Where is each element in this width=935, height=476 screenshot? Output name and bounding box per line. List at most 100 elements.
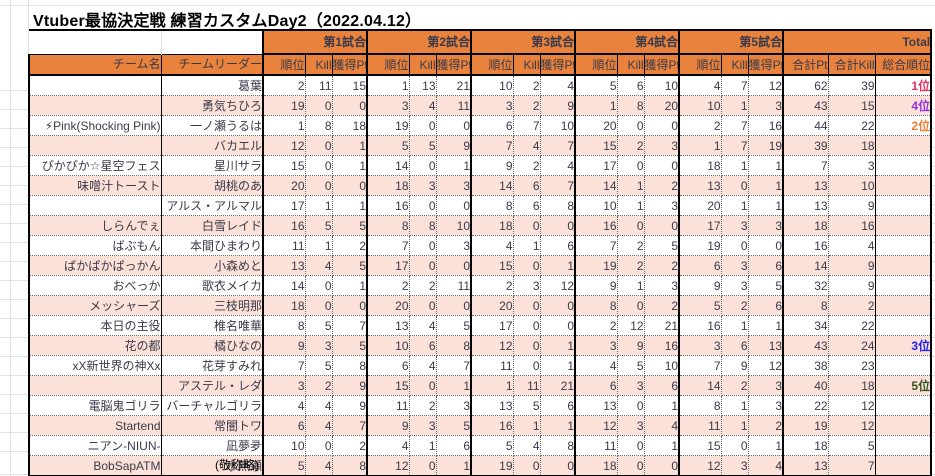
points-cell-m5[interactable]: 12	[748, 75, 785, 96]
kill-cell-m1[interactable]: 0	[305, 135, 333, 156]
rank-cell-m5[interactable]: 8	[679, 395, 722, 416]
points-cell-m5[interactable]: 6	[748, 255, 785, 276]
points-cell-m3[interactable]: 6	[540, 395, 577, 416]
kill-cell-m4[interactable]: 0	[617, 295, 645, 316]
total-points-cell[interactable]: 18	[783, 435, 829, 456]
kill-cell-m4[interactable]: 0	[617, 215, 645, 236]
points-cell-m1[interactable]: 1	[332, 195, 369, 216]
rank-cell-m4[interactable]: 17	[575, 155, 618, 176]
points-cell-m3[interactable]: 1	[540, 335, 577, 356]
kill-cell-m3[interactable]: 0	[513, 255, 541, 276]
points-cell-m3[interactable]: 9	[540, 95, 577, 116]
rank-cell-m1[interactable]: 12	[263, 135, 306, 156]
points-cell-m3[interactable]: 7	[540, 175, 577, 196]
rank-cell-m3[interactable]: 9	[471, 155, 514, 176]
points-cell-m1[interactable]: 5	[332, 255, 369, 276]
kill-cell-m3[interactable]: 1	[513, 235, 541, 256]
kill-cell-m2[interactable]: 5	[409, 135, 437, 156]
total-points-cell[interactable]: 38	[783, 355, 829, 376]
rank-cell-m1[interactable]: 19	[263, 95, 306, 116]
overall-rank-cell[interactable]: 5位	[875, 375, 933, 396]
points-cell-m2[interactable]: 9	[436, 135, 473, 156]
rank-header-m5[interactable]: 順位	[679, 54, 722, 76]
points-cell-m1[interactable]: 0	[332, 175, 369, 196]
kill-cell-m4[interactable]: 9	[617, 335, 645, 356]
points-header-m2[interactable]: 獲得Pt	[436, 54, 473, 76]
total-points-cell[interactable]: 18	[783, 215, 829, 236]
kill-cell-m1[interactable]: 5	[305, 315, 333, 336]
points-cell-m3[interactable]: 1	[540, 255, 577, 276]
kill-cell-m1[interactable]: 0	[305, 275, 333, 296]
kill-cell-m5[interactable]: 6	[721, 335, 749, 356]
rank-cell-m1[interactable]: 10	[263, 435, 306, 456]
kill-cell-m2[interactable]: 2	[409, 395, 437, 416]
kill-cell-m2[interactable]: 0	[409, 295, 437, 316]
total-kills-cell[interactable]: 23	[828, 355, 876, 376]
rank-cell-m2[interactable]: 18	[367, 175, 410, 196]
kill-cell-m3[interactable]: 6	[513, 195, 541, 216]
points-cell-m5[interactable]: 19	[748, 135, 785, 156]
points-cell-m2[interactable]: 7	[436, 355, 473, 376]
points-header-m5[interactable]: 獲得Pt	[748, 54, 785, 76]
kill-cell-m4[interactable]: 1	[617, 175, 645, 196]
total-points-cell[interactable]: 13	[783, 195, 829, 216]
kill-cell-m3[interactable]: 4	[513, 435, 541, 456]
points-cell-m2[interactable]: 5	[436, 415, 473, 436]
points-cell-m3[interactable]: 4	[540, 155, 577, 176]
team-leader-cell[interactable]: 三枝明那	[161, 295, 264, 316]
points-cell-m2[interactable]: 0	[436, 195, 473, 216]
rank-cell-m2[interactable]: 19	[367, 115, 410, 136]
kill-cell-m2[interactable]: 4	[409, 355, 437, 376]
points-cell-m1[interactable]: 5	[332, 335, 369, 356]
kill-cell-m3[interactable]: 0	[513, 215, 541, 236]
rank-header-m4[interactable]: 順位	[575, 54, 618, 76]
points-cell-m2[interactable]: 0	[436, 295, 473, 316]
kill-cell-m2[interactable]: 0	[409, 255, 437, 276]
team-leader-cell[interactable]: バーチャルゴリラ	[161, 395, 264, 416]
rank-cell-m3[interactable]: 3	[471, 95, 514, 116]
kill-cell-m3[interactable]: 6	[513, 175, 541, 196]
kill-cell-m3[interactable]: 3	[513, 275, 541, 296]
rank-cell-m4[interactable]: 5	[575, 75, 618, 96]
kill-cell-m1[interactable]: 0	[305, 175, 333, 196]
points-cell-m5[interactable]: 1	[748, 435, 785, 456]
points-cell-m3[interactable]: 6	[540, 235, 577, 256]
rank-cell-m3[interactable]: 7	[471, 135, 514, 156]
total-points-cell[interactable]: 40	[783, 375, 829, 396]
points-cell-m4[interactable]: 0	[644, 155, 681, 176]
kill-cell-m1[interactable]: 5	[305, 355, 333, 376]
total-kills-cell[interactable]: 24	[828, 335, 876, 356]
kill-cell-m3[interactable]: 2	[513, 155, 541, 176]
rank-cell-m1[interactable]: 11	[263, 235, 306, 256]
rank-cell-m2[interactable]: 20	[367, 295, 410, 316]
points-header-m4[interactable]: 獲得Pt	[644, 54, 681, 76]
points-cell-m1[interactable]: 18	[332, 115, 369, 136]
rank-cell-m1[interactable]: 18	[263, 295, 306, 316]
total-kills-cell[interactable]: 16	[828, 215, 876, 236]
kill-cell-m3[interactable]: 1	[513, 415, 541, 436]
kill-header-m3[interactable]: Kill	[513, 54, 541, 76]
total-kills-header[interactable]: 合計Kill	[828, 54, 876, 76]
total-points-cell[interactable]: 44	[783, 115, 829, 136]
kill-cell-m5[interactable]: 0	[721, 235, 749, 256]
overall-rank-cell[interactable]	[875, 455, 933, 476]
points-cell-m3[interactable]: 8	[540, 435, 577, 456]
points-cell-m3[interactable]: 21	[540, 375, 577, 396]
kill-cell-m2[interactable]: 3	[409, 415, 437, 436]
kill-cell-m1[interactable]: 4	[305, 415, 333, 436]
rank-cell-m1[interactable]: 15	[263, 155, 306, 176]
team-leader-cell[interactable]: 橘ひなの	[161, 335, 264, 356]
rank-cell-m4[interactable]: 7	[575, 235, 618, 256]
points-cell-m4[interactable]: 21	[644, 315, 681, 336]
points-cell-m5[interactable]: 3	[748, 95, 785, 116]
rank-cell-m4[interactable]: 19	[575, 255, 618, 276]
points-cell-m5[interactable]: 4	[748, 455, 785, 476]
total-points-cell[interactable]: 39	[783, 135, 829, 156]
points-cell-m2[interactable]: 5	[436, 315, 473, 336]
points-cell-m3[interactable]: 1	[540, 415, 577, 436]
overall-rank-cell[interactable]	[875, 255, 933, 276]
total-points-cell[interactable]: 62	[783, 75, 829, 96]
honorifics-note[interactable]: (敬称略)	[215, 458, 259, 472]
points-cell-m4[interactable]: 5	[644, 235, 681, 256]
kill-cell-m5[interactable]: 1	[721, 155, 749, 176]
